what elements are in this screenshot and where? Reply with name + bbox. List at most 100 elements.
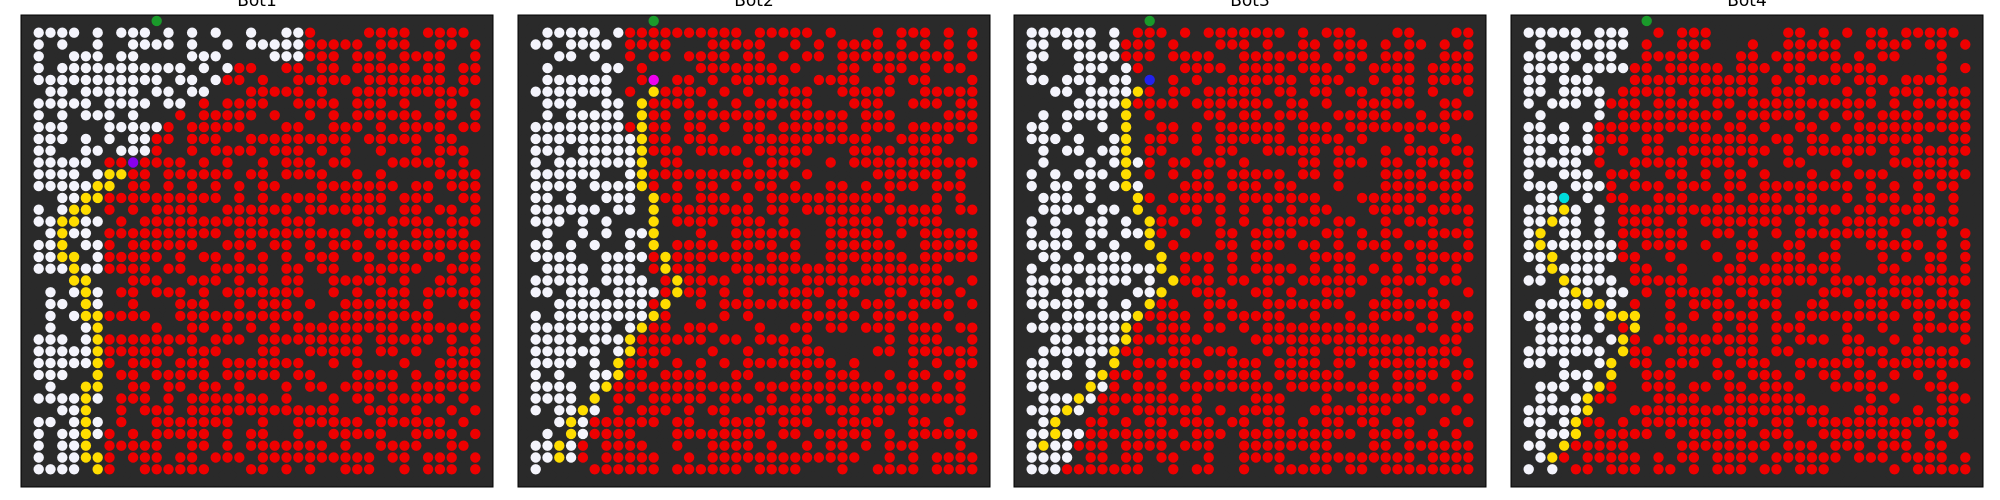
cell-fire — [1415, 239, 1427, 251]
cell-fire — [151, 216, 162, 227]
cell-blocked — [210, 298, 221, 310]
cell-blocked — [978, 464, 990, 475]
cell-blocked — [411, 15, 422, 27]
cell-blocked — [530, 27, 541, 38]
cell-fire — [1380, 216, 1391, 227]
cell-fire — [1203, 27, 1214, 38]
cell-blocked — [116, 298, 127, 310]
cell-fire — [754, 98, 766, 109]
cell-blocked — [955, 145, 966, 156]
cell-blocked — [813, 62, 825, 74]
cell-fire — [1286, 287, 1297, 298]
cell-fire — [1700, 27, 1711, 38]
cell-fire — [1676, 27, 1688, 38]
cell-fire — [1085, 440, 1096, 451]
cell-fire — [1156, 440, 1167, 451]
cell-blocked — [1026, 86, 1037, 97]
cell-fire — [257, 275, 269, 286]
cell-blocked — [1026, 204, 1037, 215]
cell-fire — [375, 180, 387, 192]
cell-blocked — [742, 27, 754, 38]
cell-blocked — [1783, 15, 1794, 27]
cell-bot — [1144, 74, 1155, 86]
cell-open — [45, 357, 56, 369]
cell-blocked — [1014, 62, 1026, 74]
cell-blocked — [1356, 145, 1368, 156]
cell-blocked — [328, 464, 339, 475]
cell-fire — [1203, 86, 1214, 97]
cell-fire — [1191, 357, 1203, 369]
cell-fire — [139, 381, 151, 392]
cell-blocked — [446, 416, 457, 428]
cell-fire — [446, 239, 457, 251]
cell-fire — [387, 263, 398, 274]
panel-title: Bot1 — [237, 0, 277, 11]
cell-fire — [316, 62, 328, 74]
cell-fire — [1889, 51, 1900, 62]
cell-blocked — [1227, 322, 1238, 333]
cell-open — [1026, 74, 1037, 86]
cell-fire — [198, 121, 210, 133]
cell-fire — [790, 452, 801, 463]
cell-open — [1073, 287, 1085, 298]
cell-blocked — [978, 62, 990, 74]
cell-fire — [872, 145, 884, 156]
cell-fire — [1439, 298, 1450, 310]
cell-fire — [363, 393, 375, 404]
cell-fire — [139, 346, 151, 357]
cell-fire — [1404, 216, 1415, 227]
cell-blocked — [1451, 39, 1462, 50]
cell-fire — [1368, 239, 1380, 251]
cell-blocked — [648, 428, 659, 440]
cell-blocked — [1262, 369, 1273, 381]
cell-blocked — [872, 15, 884, 27]
cell-blocked — [434, 15, 446, 27]
cell-fire — [234, 275, 245, 286]
cell-open — [636, 310, 648, 322]
cell-blocked — [1368, 251, 1380, 263]
cell-path — [1120, 180, 1132, 192]
cell-blocked — [21, 15, 33, 27]
cell-blocked — [1333, 475, 1344, 487]
cell-fire — [1262, 287, 1273, 298]
cell-fire — [316, 98, 328, 109]
cell-blocked — [1297, 263, 1309, 274]
cell-blocked — [872, 334, 884, 345]
cell-fire — [778, 346, 789, 357]
cell-fire — [363, 74, 375, 86]
cell-fire — [1333, 145, 1344, 156]
cell-blocked — [967, 15, 978, 27]
cell-fire — [328, 334, 339, 345]
cell-fire — [1427, 263, 1439, 274]
cell-fire — [245, 169, 257, 180]
cell-fire — [1380, 440, 1391, 451]
cell-blocked — [340, 51, 351, 62]
cell-blocked — [719, 74, 730, 86]
cell-blocked — [68, 322, 80, 333]
cell-fire — [624, 39, 636, 50]
cell-blocked — [754, 204, 766, 215]
cell-open — [186, 39, 198, 50]
cell-fire — [860, 228, 872, 239]
cell-fire — [328, 239, 339, 251]
cell-blocked — [542, 475, 553, 487]
cell-blocked — [731, 405, 742, 416]
cell-fire — [1309, 310, 1321, 322]
cell-blocked — [1523, 39, 1534, 50]
cell-blocked — [542, 51, 553, 62]
cell-fire — [198, 322, 210, 333]
cell-fire — [458, 180, 469, 192]
cell-blocked — [1274, 15, 1285, 27]
cell-blocked — [21, 263, 33, 274]
cell-open — [80, 357, 92, 369]
cell-fire — [1274, 180, 1285, 192]
cell-fire — [1427, 121, 1439, 133]
cell-blocked — [1156, 192, 1167, 204]
cell-blocked — [1309, 15, 1321, 27]
cell-blocked — [481, 27, 493, 38]
cell-fire — [1286, 263, 1297, 274]
cell-fire — [884, 169, 895, 180]
cell-fire — [470, 169, 481, 180]
cell-fire — [210, 145, 221, 156]
cell-fire — [683, 98, 695, 109]
